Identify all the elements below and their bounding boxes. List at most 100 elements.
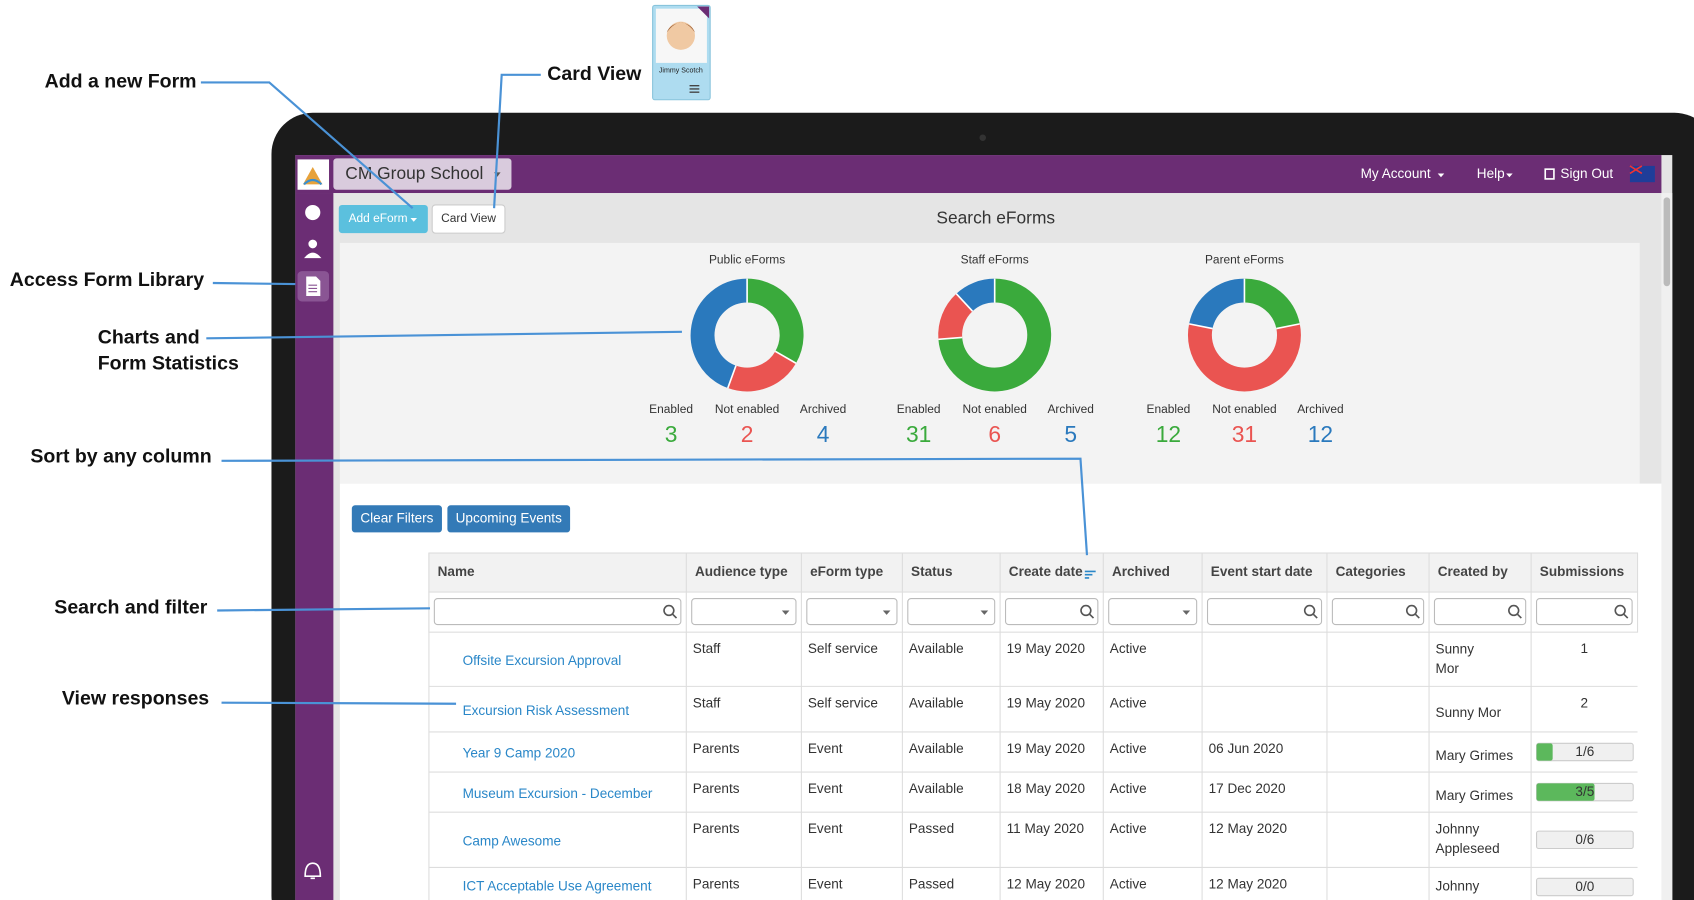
cell-text: Self service [808,695,878,710]
form-link[interactable]: ICT Acceptable Use Agreement [463,879,652,894]
segment-gap [955,293,974,312]
stat-value: 31 [1232,421,1257,447]
menu-item[interactable]: Sign Out [1560,166,1613,181]
donut-segment[interactable] [746,278,804,364]
filter-input[interactable] [1331,598,1425,626]
column-header[interactable]: Name [438,564,475,579]
cell-text: Self service [808,641,878,656]
form-link[interactable]: Camp Awesome [463,834,561,849]
donut-segment[interactable] [1188,323,1301,392]
donut-segment[interactable] [938,278,1052,392]
column-header[interactable]: Archived [1112,564,1170,579]
progress-track [1536,877,1634,897]
donut-segment[interactable] [690,278,748,389]
cell-text: Available [909,641,964,656]
filter-input[interactable] [1108,598,1198,626]
dropdown-caret [980,610,989,615]
stat-value: 2 [741,421,754,447]
donut-segment[interactable] [1189,278,1246,330]
form-link[interactable]: Offsite Excursion Approval [463,653,622,668]
filter-button-label: Upcoming Events [456,510,562,525]
filter-input[interactable] [433,598,682,626]
sidebar-icon-user[interactable] [308,239,318,249]
search-icon-handle [1623,613,1629,619]
segment-gap [774,350,797,364]
cell-line: Sunny [1436,641,1475,656]
stat-label: Not enabled [963,402,1027,416]
add-button[interactable] [338,204,428,234]
form-link[interactable]: Excursion Risk Assessment [463,703,630,718]
donut-segment[interactable] [727,350,796,392]
form-link[interactable]: Museum Excursion - December [463,786,653,801]
filter-input[interactable] [1206,598,1323,626]
menu-item[interactable]: My Account [1361,166,1431,181]
bell[interactable] [304,862,322,880]
column-header[interactable]: Status [911,564,952,579]
school-button[interactable] [333,158,512,190]
stat-label: Enabled [1147,402,1191,416]
leader-line [221,701,457,705]
scrollbar-track [1661,193,1673,900]
top-bar [295,155,1662,194]
column-header[interactable]: eForm type [810,564,884,579]
caret [1506,173,1513,178]
annotation: Sort by any column [30,446,211,468]
stat-label: Not enabled [715,402,779,416]
sidebar-icon-groups[interactable] [305,204,321,221]
submission-count[interactable]: 0/6 [1575,832,1594,847]
cell-text: 19 May 2020 [1007,695,1085,710]
progress-fill [1536,783,1595,801]
cell-text: Passed [909,876,954,891]
submission-count[interactable]: 3/5 [1575,784,1594,799]
column-header[interactable]: Categories [1336,564,1406,579]
cell-text: Active [1110,741,1147,756]
submission-count[interactable]: 0/0 [1575,879,1594,894]
search-icon [1080,604,1092,617]
filter-input[interactable] [1433,598,1527,626]
sidebar-icon-user-body [304,252,322,259]
cell-text: Active [1110,641,1147,656]
cell-text: Sunny Mor [1436,641,1475,676]
filter-button[interactable] [351,505,442,533]
stat-value: 3 [665,421,678,447]
filter-input[interactable] [1536,598,1633,626]
donut-segment[interactable] [956,278,996,312]
donut-segment[interactable] [1243,278,1300,330]
filter-input[interactable] [806,598,898,626]
card-hair [666,22,695,33]
scrollbar-thumb[interactable] [1663,197,1671,287]
search-icon [1303,604,1316,617]
column-header[interactable]: Submissions [1540,564,1624,579]
cell-text: Johnny Appleseed [1436,821,1500,856]
card-view-button[interactable] [431,204,506,234]
donut-segment[interactable] [938,293,973,340]
column-header[interactable]: Created by [1438,564,1509,579]
menu-item[interactable]: Help [1477,166,1505,181]
caret [1437,173,1445,178]
submission-count[interactable]: 1/6 [1575,744,1594,759]
annotation: Form Statistics [98,353,239,375]
stat-label: Archived [1297,402,1343,416]
filter-input[interactable] [907,598,996,626]
cell-text: Event [808,876,843,891]
filter-button[interactable] [447,505,571,533]
submission-count[interactable]: 2 [1581,695,1589,710]
column-header[interactable]: Event start date [1211,564,1313,579]
filter-input[interactable] [1004,598,1099,626]
chart-title: Public eForms [709,252,785,266]
column-header[interactable]: Audience type [695,564,788,579]
cell-text: 11 May 2020 [1007,821,1084,836]
form-link[interactable]: Year 9 Camp 2020 [463,746,576,761]
stat-label: Not enabled [1212,402,1276,416]
cell-text: Event [808,741,843,756]
stat-value: 31 [906,421,931,447]
card-menu[interactable] [689,85,700,93]
leader-line [221,457,1089,556]
filter-input[interactable] [691,598,797,626]
segment-gap [1188,323,1213,330]
search-icon-handle [1516,613,1522,619]
column-header[interactable]: Create date [1009,564,1083,579]
webcam [979,134,986,141]
submission-count[interactable]: 1 [1581,641,1589,656]
